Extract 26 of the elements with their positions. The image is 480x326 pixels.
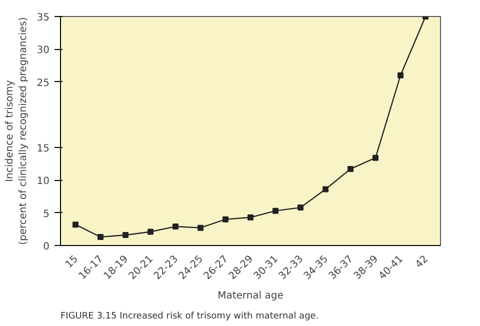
point xyxy=(272,208,278,214)
y-tick-label: 0 xyxy=(43,242,50,252)
point xyxy=(148,228,154,235)
point xyxy=(298,204,304,211)
y-tick-label: 15 xyxy=(36,143,50,154)
point xyxy=(222,216,228,222)
y-tick-label: 25 xyxy=(36,78,50,89)
point xyxy=(122,232,128,238)
x-tick-label: 15 xyxy=(64,254,80,270)
y-tick-label: 35 xyxy=(36,12,50,24)
caption: FIGURE 3.15 Increased risk of trisomy with maternal age. xyxy=(60,312,319,322)
point xyxy=(172,224,178,230)
x-tick-label: 42 xyxy=(414,254,430,270)
point xyxy=(248,214,254,220)
y-tick-label: 5 xyxy=(43,208,50,220)
point xyxy=(372,154,378,161)
point xyxy=(198,224,204,231)
point xyxy=(348,166,354,172)
x-axis-title: Maternal age xyxy=(218,290,284,302)
point xyxy=(98,234,104,240)
point xyxy=(322,186,328,192)
point xyxy=(398,72,404,78)
point xyxy=(72,222,78,228)
y-tick-label: 30 xyxy=(36,45,50,56)
y-axis-title: Incidence of trisomy (percent of clinically recognized pregnancies) xyxy=(4,17,29,245)
y-tick-label: 10 xyxy=(36,176,50,188)
